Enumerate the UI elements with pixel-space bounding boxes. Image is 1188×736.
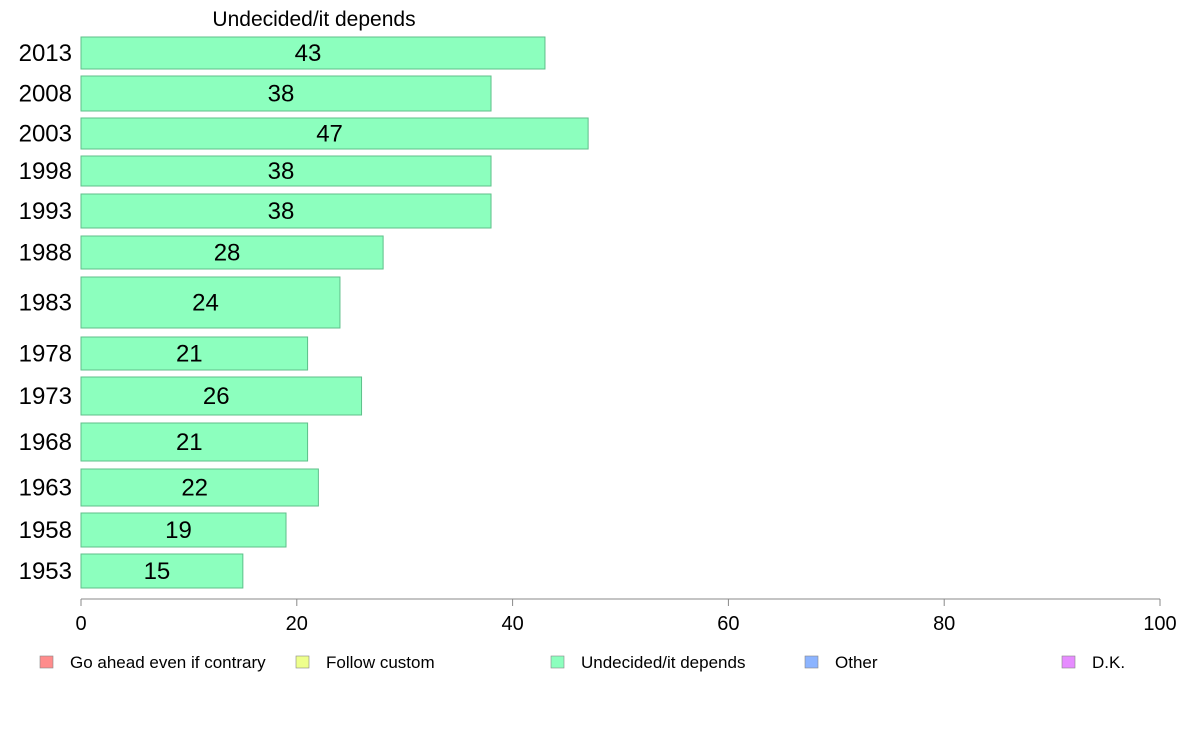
bar-1963 [80, 468, 319, 507]
bars-group: 2013 43 2008 38 2003 47 1998 38 1993 38 1988 28 1983… [19, 36, 589, 589]
bar-1958 [80, 512, 287, 548]
category-label-1998: 1998 [19, 158, 72, 185]
value-label-1973: 26 [203, 383, 230, 410]
legend-label: Undecided/it depends [581, 653, 745, 672]
category-label-1993: 1993 [19, 198, 72, 225]
x-tick-label-40: 40 [501, 613, 523, 635]
value-label-2003: 47 [316, 121, 343, 148]
value-label-1998: 38 [268, 158, 295, 185]
value-label-1978: 21 [176, 341, 203, 368]
category-label-1973: 1973 [19, 383, 72, 410]
value-label-1963: 22 [181, 475, 208, 502]
category-label-2013: 2013 [19, 40, 72, 67]
category-label-1953: 1953 [19, 558, 72, 585]
legend-swatch [295, 655, 310, 669]
category-label-1983: 1983 [19, 290, 72, 317]
value-label-1983: 24 [192, 290, 219, 317]
legend-swatch [39, 655, 54, 669]
value-label-1993: 38 [268, 198, 295, 225]
category-label-2003: 2003 [19, 121, 72, 148]
value-label-2008: 38 [268, 81, 295, 108]
category-label-1988: 1988 [19, 240, 72, 267]
value-label-1958: 19 [165, 517, 192, 544]
chart-title: Undecided/it depends [212, 8, 415, 31]
bar-1988 [80, 235, 384, 270]
bar-1973 [80, 376, 363, 416]
legend-label: Follow custom [326, 653, 435, 672]
bar-1978 [80, 336, 309, 371]
legend-label: Other [835, 653, 878, 672]
bar-1953 [80, 553, 244, 589]
value-label-2013: 43 [295, 40, 322, 67]
value-label-1988: 28 [214, 240, 241, 267]
bar-2003 [80, 117, 589, 150]
bar-1998 [80, 155, 492, 187]
bar-2008 [80, 75, 492, 112]
legend-swatch [1061, 655, 1076, 669]
bar-1968 [80, 422, 309, 462]
x-tick-label-60: 60 [717, 613, 739, 635]
category-label-1978: 1978 [19, 341, 72, 368]
bar-1993 [80, 193, 492, 229]
bar-1983 [80, 276, 341, 329]
legend-label: D.K. [1092, 653, 1125, 672]
x-tick-label-20: 20 [286, 613, 308, 635]
value-label-1968: 21 [176, 429, 203, 456]
category-label-1968: 1968 [19, 429, 72, 456]
legend-swatch [550, 655, 565, 669]
value-label-1953: 15 [144, 558, 171, 585]
legend-swatch [804, 655, 819, 669]
x-axis: 0 20 40 60 80 100 [75, 598, 1177, 635]
category-label-1958: 1958 [19, 517, 72, 544]
x-tick-label-80: 80 [933, 613, 955, 635]
category-label-2008: 2008 [19, 81, 72, 108]
category-label-1963: 1963 [19, 475, 72, 502]
bar-2013 [80, 36, 546, 70]
x-tick-label-0: 0 [75, 613, 86, 635]
legend: Go ahead even if contrary Follow custom Un… [39, 653, 1125, 672]
x-tick-label-100: 100 [1143, 613, 1176, 635]
legend-label: Go ahead even if contrary [70, 653, 266, 672]
